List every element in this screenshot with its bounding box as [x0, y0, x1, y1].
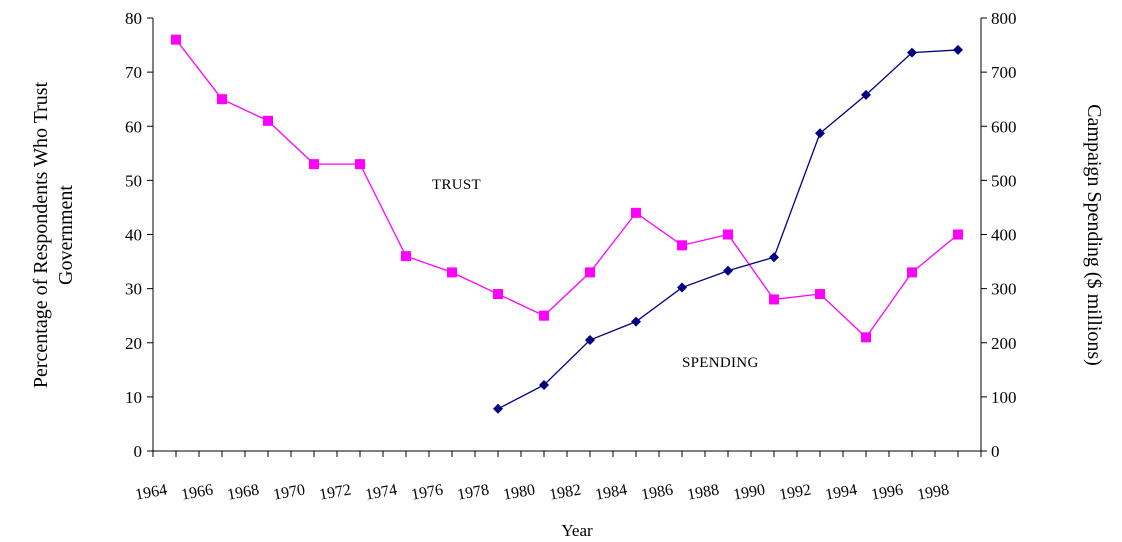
x-tick-label: 1980: [502, 481, 536, 503]
left-tick-label: 30: [125, 280, 142, 299]
trust-series-line: [175, 39, 959, 339]
right-tick-label: 700: [991, 63, 1017, 82]
trust-point: [585, 267, 595, 278]
axes: 0102030405060708001002003004005006007008…: [125, 9, 1017, 504]
x-tick-label: 1974: [364, 481, 398, 503]
trust-point: [539, 310, 549, 321]
x-tick-label: 1964: [134, 481, 168, 503]
trust-point: [907, 267, 917, 278]
trust-annotation: TRUST: [432, 177, 481, 193]
trust-point: [631, 207, 641, 218]
right-axis-title: Campaign Spending ($ millions): [1083, 104, 1105, 366]
left-tick-label: 0: [134, 442, 143, 461]
x-tick-label: 1982: [548, 481, 582, 503]
trust-point: [953, 229, 963, 240]
trust-point: [769, 294, 779, 305]
x-tick-label: 1966: [180, 481, 214, 503]
right-tick-label: 0: [991, 442, 1000, 461]
left-tick-label: 40: [125, 226, 142, 245]
x-tick-label: 1998: [916, 481, 950, 503]
x-tick-label: 1976: [410, 481, 444, 503]
left-tick-label: 80: [125, 9, 142, 28]
series-layer: [171, 34, 963, 414]
trust-point: [815, 289, 825, 300]
spending-point: [723, 265, 733, 276]
spending-annotation: SPENDING: [682, 355, 759, 371]
x-tick-label: 1968: [226, 481, 260, 503]
left-tick-label: 20: [125, 334, 142, 353]
x-tick-label: 1992: [778, 481, 812, 503]
left-tick-label: 50: [125, 171, 142, 190]
x-tick-label: 1990: [732, 481, 766, 503]
x-tick-label: 1996: [870, 481, 904, 503]
x-tick-label: 1994: [824, 481, 858, 503]
spending-point: [585, 335, 595, 346]
right-tick-label: 200: [991, 334, 1017, 353]
spending-point: [539, 379, 549, 390]
spending-point: [907, 47, 917, 58]
left-tick-label: 10: [125, 388, 142, 407]
right-tick-label: 300: [991, 280, 1017, 299]
trust-point: [447, 267, 457, 278]
x-tick-label: 1970: [272, 481, 306, 503]
spending-point: [861, 89, 871, 100]
right-tick-label: 800: [991, 9, 1017, 28]
right-tick-label: 400: [991, 226, 1017, 245]
trust-point: [171, 34, 181, 45]
spending-point: [953, 44, 963, 55]
trust-point: [401, 251, 411, 262]
x-axis-title: Year: [561, 521, 593, 540]
trust-point: [263, 115, 273, 126]
left-axis-title-line2: Government: [55, 185, 77, 285]
x-tick-label: 1988: [686, 481, 720, 503]
right-tick-label: 600: [991, 117, 1017, 136]
spending-point: [493, 403, 503, 414]
x-tick-label: 1986: [640, 481, 674, 503]
spending-point: [631, 316, 641, 327]
trust-point: [217, 94, 227, 105]
x-tick-label: 1972: [318, 481, 352, 503]
trust-point: [723, 229, 733, 240]
spending-point: [815, 128, 825, 139]
trust-point: [309, 159, 319, 170]
x-tick-label: 1984: [594, 481, 628, 503]
spending-point: [677, 282, 687, 293]
left-axis-title-line1: Percentage of Respondents Who Trust: [30, 81, 52, 388]
x-tick-label: 1978: [456, 481, 490, 503]
trust-point: [861, 332, 871, 343]
right-tick-label: 100: [991, 388, 1017, 407]
left-tick-label: 60: [125, 117, 142, 136]
left-tick-label: 70: [125, 63, 142, 82]
trust-point: [677, 240, 687, 251]
trust-point: [355, 159, 365, 170]
trust-point: [493, 289, 503, 300]
spending-point: [769, 252, 779, 263]
right-tick-label: 500: [991, 171, 1017, 190]
